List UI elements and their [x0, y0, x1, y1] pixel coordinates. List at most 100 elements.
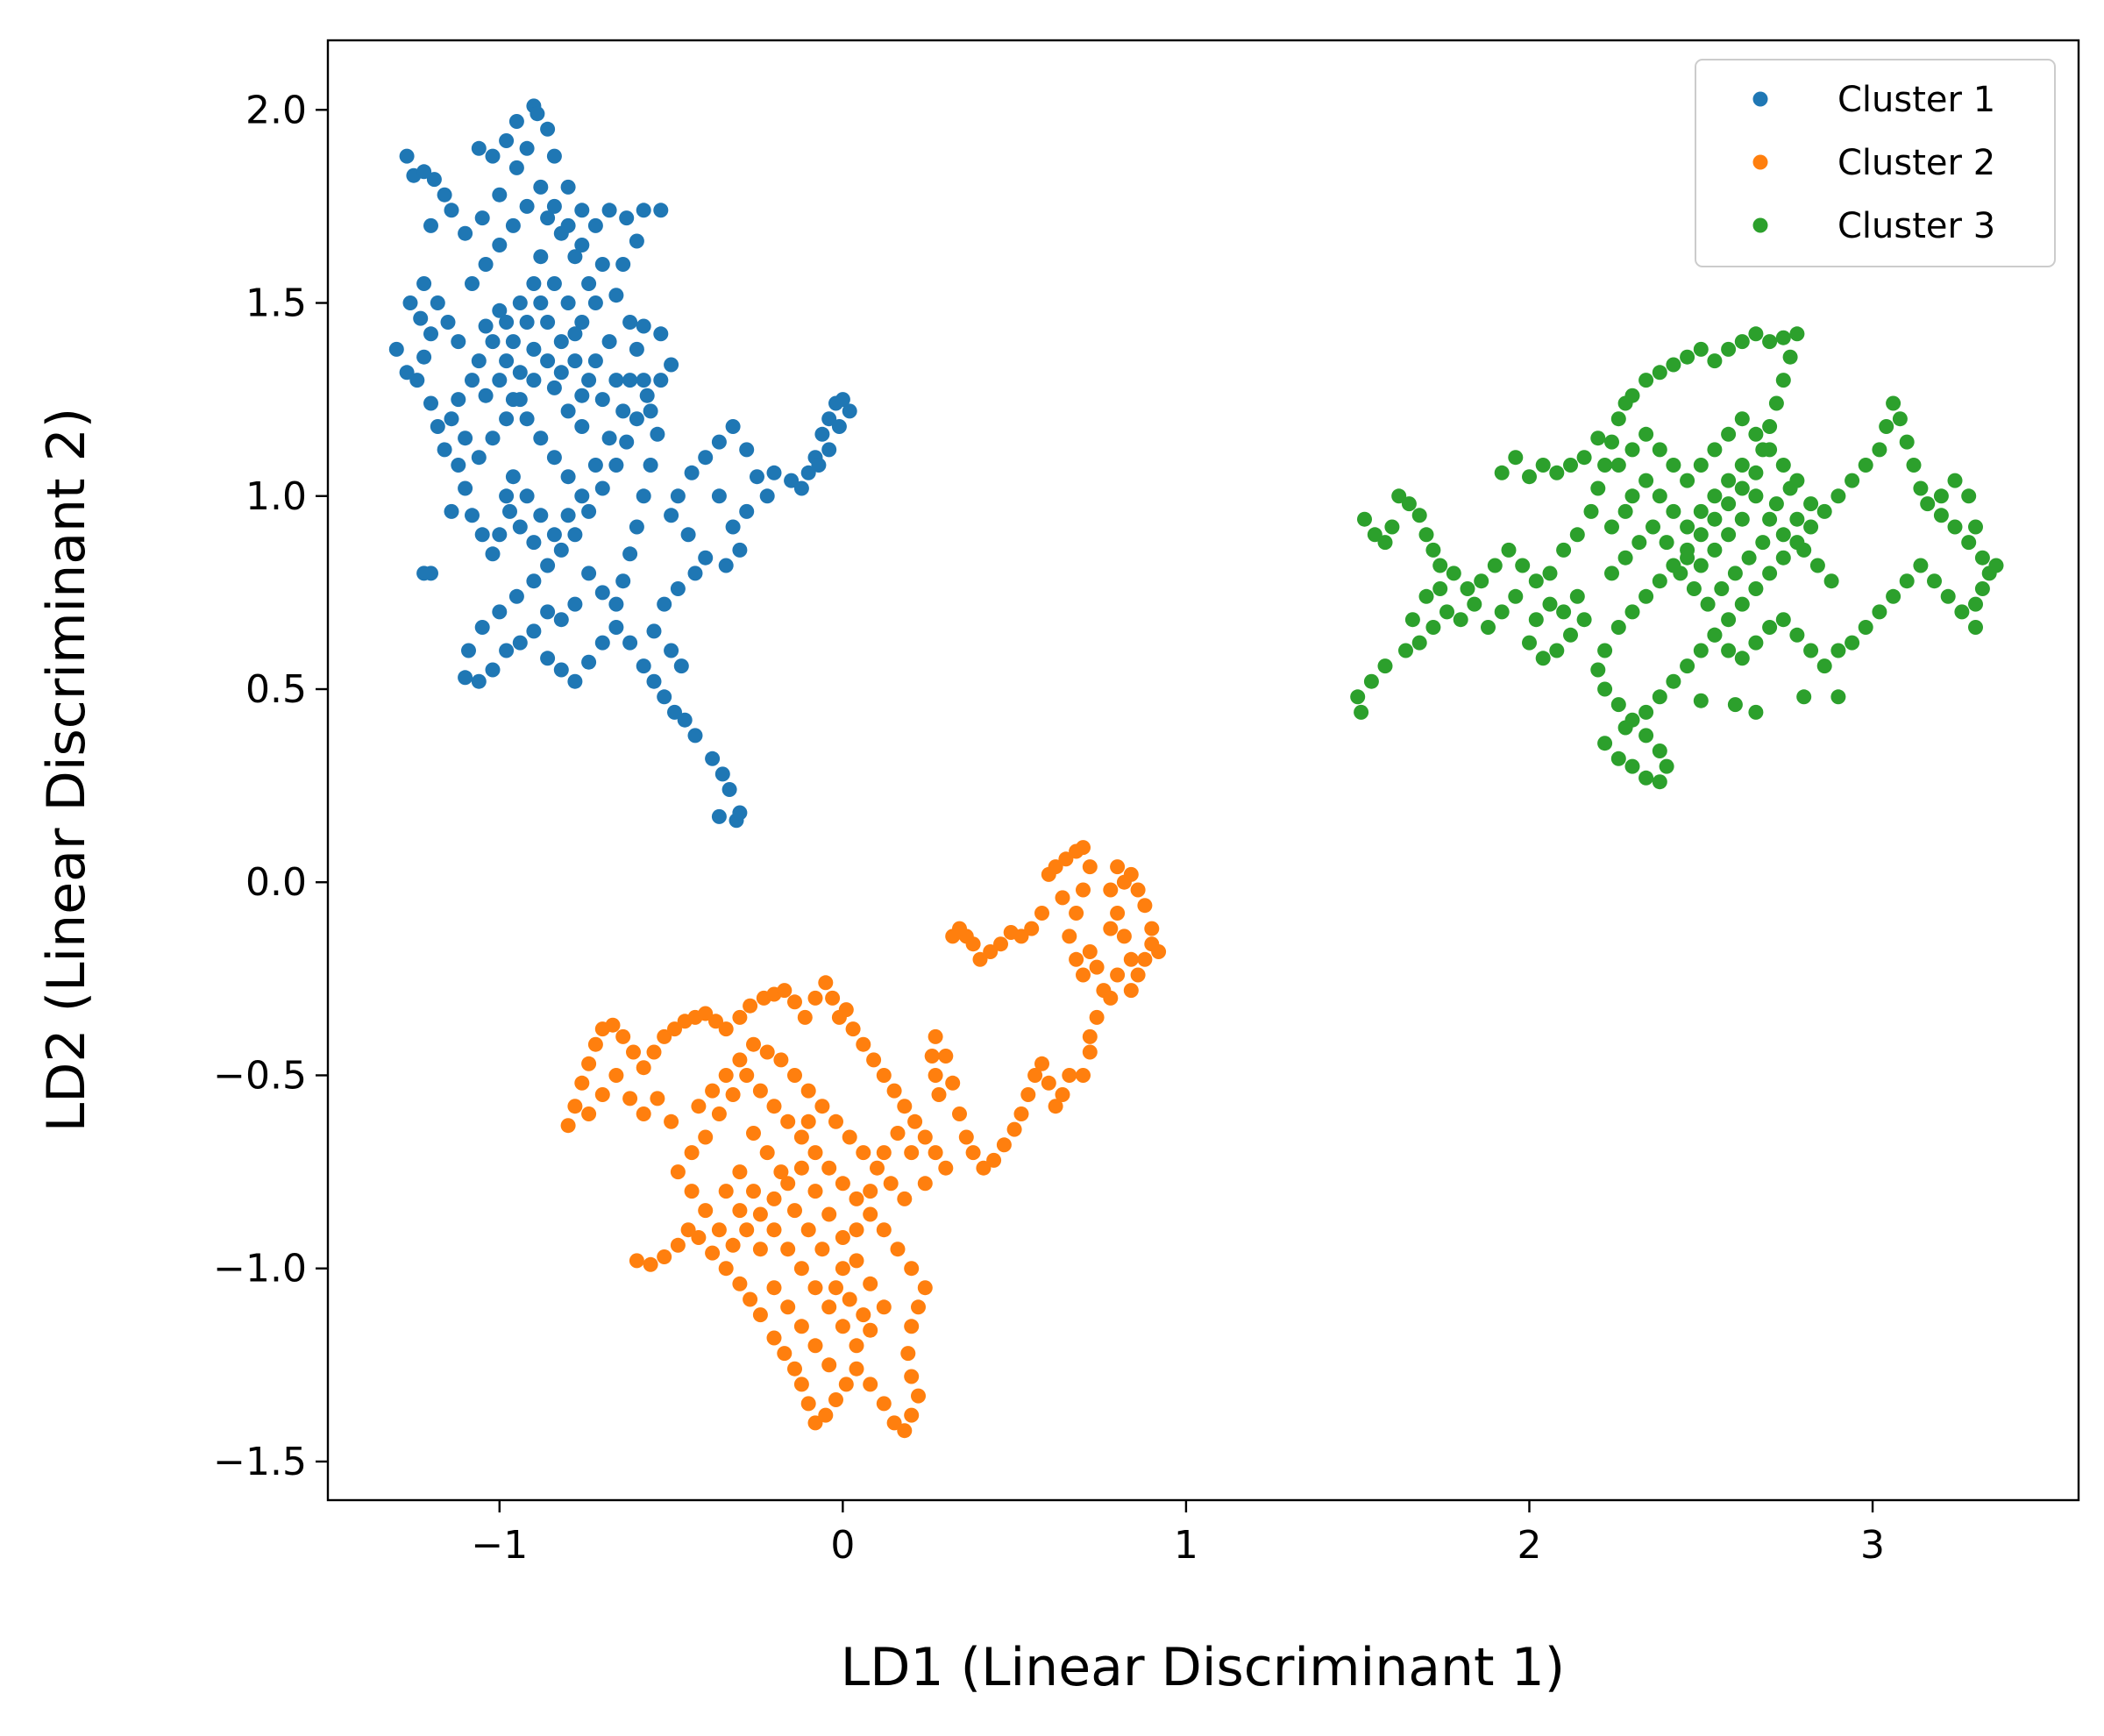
point-cluster-1: [587, 353, 603, 369]
point-cluster-2: [818, 975, 834, 991]
point-cluster-2: [560, 1118, 576, 1134]
point-cluster-2: [646, 1044, 662, 1060]
point-cluster-2: [1069, 843, 1084, 859]
point-cluster-2: [835, 1176, 850, 1192]
point-cluster-3: [1748, 635, 1764, 651]
point-cluster-1: [835, 392, 850, 408]
point-cluster-2: [976, 1160, 992, 1176]
point-cluster-2: [670, 1164, 686, 1180]
point-cluster-1: [560, 217, 576, 233]
point-cluster-2: [883, 1176, 899, 1192]
point-cluster-2: [924, 1049, 940, 1064]
point-cluster-3: [1638, 426, 1654, 442]
point-cluster-2: [1110, 859, 1126, 875]
point-cluster-1: [629, 519, 644, 535]
point-cluster-3: [1961, 488, 1977, 504]
point-cluster-1: [581, 654, 597, 670]
point-cluster-2: [821, 1160, 837, 1176]
point-cluster-2: [567, 1099, 583, 1114]
point-cluster-2: [1103, 882, 1119, 898]
point-cluster-2: [1055, 1087, 1070, 1102]
point-cluster-1: [540, 121, 556, 137]
point-cluster-3: [1734, 596, 1750, 612]
point-cluster-3: [1748, 488, 1764, 504]
point-cluster-3: [1411, 508, 1427, 523]
point-cluster-1: [526, 341, 542, 357]
point-cluster-1: [399, 148, 415, 164]
point-cluster-2: [1062, 928, 1077, 944]
point-cluster-1: [711, 488, 727, 504]
point-cluster-3: [1693, 558, 1709, 573]
point-cluster-2: [907, 1113, 923, 1129]
point-cluster-3: [1583, 503, 1599, 519]
point-cluster-2: [777, 1346, 793, 1362]
point-cluster-3: [1961, 535, 1977, 551]
point-cluster-1: [594, 480, 610, 496]
point-cluster-2: [1069, 906, 1084, 921]
point-cluster-2: [670, 1237, 686, 1253]
point-cluster-3: [1652, 743, 1667, 758]
point-cluster-2: [928, 1028, 943, 1044]
point-cluster-1: [705, 751, 721, 766]
point-cluster-3: [1638, 770, 1654, 786]
point-cluster-3: [1845, 473, 1860, 488]
point-cluster-3: [1350, 689, 1366, 705]
point-cluster-3: [1680, 550, 1695, 566]
point-cluster-1: [759, 488, 775, 504]
point-cluster-2: [938, 1160, 954, 1176]
point-cluster-2: [863, 1377, 878, 1392]
point-cluster-1: [608, 596, 624, 612]
point-cluster-3: [1597, 736, 1613, 751]
point-cluster-3: [1377, 658, 1393, 674]
point-cluster-1: [451, 392, 466, 408]
point-cluster-1: [546, 450, 562, 466]
point-cluster-3: [1693, 693, 1709, 708]
point-cluster-2: [807, 1338, 823, 1354]
point-cluster-1: [622, 635, 638, 651]
point-cluster-2: [800, 1113, 816, 1129]
point-cluster-2: [718, 1184, 734, 1199]
x-axis-label: LD1 (Linear Discriminant 1): [841, 1637, 1565, 1698]
point-cluster-2: [845, 1021, 861, 1037]
point-cluster-2: [629, 1253, 644, 1269]
point-cluster-2: [680, 1222, 696, 1238]
point-cluster-1: [444, 503, 459, 519]
point-cluster-2: [797, 1009, 813, 1025]
point-cluster-3: [1988, 558, 2004, 573]
point-cluster-1: [677, 712, 693, 728]
point-cluster-1: [581, 566, 597, 581]
point-cluster-1: [437, 187, 452, 203]
point-cluster-3: [1721, 612, 1737, 628]
point-cluster-1: [581, 276, 597, 291]
point-cluster-2: [1041, 866, 1056, 882]
point-cluster-1: [784, 473, 800, 488]
point-cluster-3: [1624, 604, 1640, 620]
point-cluster-3: [1748, 426, 1764, 442]
point-cluster-2: [581, 1106, 597, 1121]
point-cluster-1: [657, 596, 672, 612]
point-cluster-3: [1432, 581, 1448, 596]
point-cluster-2: [605, 1017, 621, 1033]
point-cluster-1: [546, 198, 562, 214]
point-cluster-3: [1803, 519, 1819, 535]
point-cluster-3: [1604, 519, 1619, 535]
point-cluster-2: [1082, 859, 1098, 875]
point-cluster-2: [972, 951, 988, 967]
point-cluster-1: [739, 503, 755, 519]
point-cluster-3: [1727, 566, 1743, 581]
point-cluster-1: [485, 430, 501, 446]
point-cluster-2: [876, 1396, 892, 1412]
point-cluster-3: [1563, 458, 1578, 473]
point-cluster-2: [691, 1099, 707, 1114]
point-cluster-2: [958, 1129, 974, 1145]
point-cluster-2: [800, 1222, 816, 1238]
point-cluster-1: [546, 380, 562, 395]
point-cluster-2: [1089, 1009, 1105, 1025]
point-cluster-1: [502, 503, 517, 519]
point-cluster-3: [1809, 558, 1825, 573]
point-cluster-1: [474, 620, 490, 635]
point-cluster-2: [1076, 882, 1091, 898]
point-cluster-3: [1597, 458, 1613, 473]
point-cluster-1: [615, 573, 631, 589]
point-cluster-3: [1432, 558, 1448, 573]
